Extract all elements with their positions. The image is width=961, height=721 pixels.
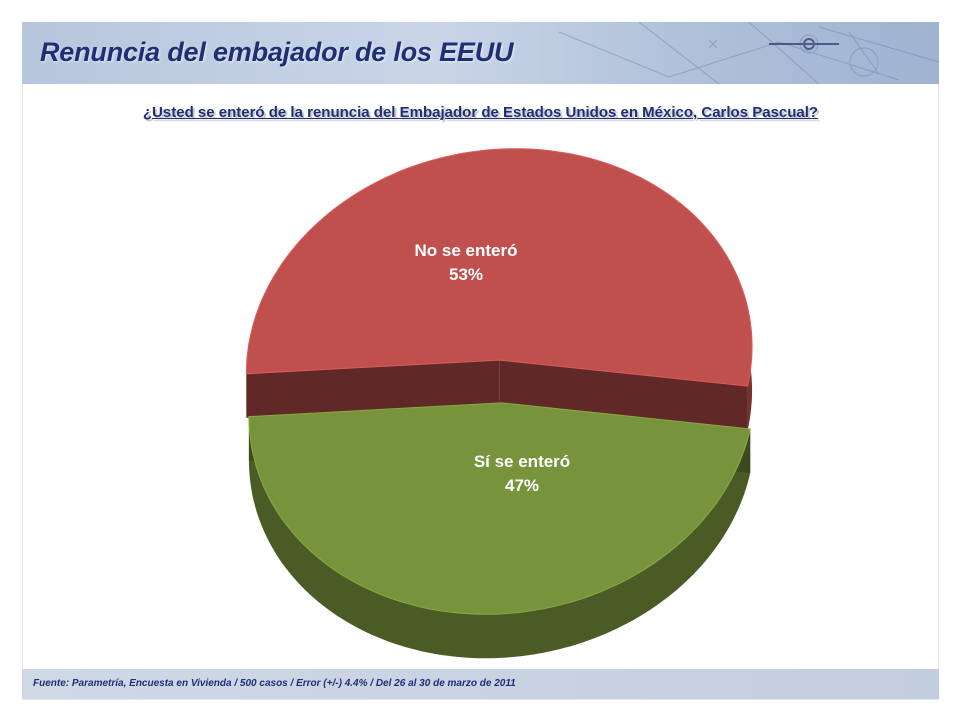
chart-question: ¿Usted se enteró de la renuncia del Emba…	[142, 104, 819, 121]
pie-slice-si-se-entero	[248, 402, 751, 615]
pie-slice-cut-face	[246, 360, 500, 418]
slice-category-label: Sí se enteró	[474, 452, 570, 471]
pie-slice-side	[248, 416, 751, 659]
source-note: Fuente: Parametría, Encuesta en Vivienda…	[33, 678, 516, 689]
blueprint-decoration	[558, 22, 939, 84]
pie-slice-no-se-entero	[245, 148, 753, 387]
slice-value-label: 53%	[449, 265, 483, 284]
page-title: Renuncia del embajador de los EEUU	[40, 37, 514, 67]
slice-value-label: 47%	[505, 476, 539, 495]
pie-slice-cut-face	[499, 360, 748, 431]
slice-category-label: No se enteró	[415, 241, 518, 260]
footer-band	[22, 669, 939, 699]
header-band	[22, 22, 939, 84]
